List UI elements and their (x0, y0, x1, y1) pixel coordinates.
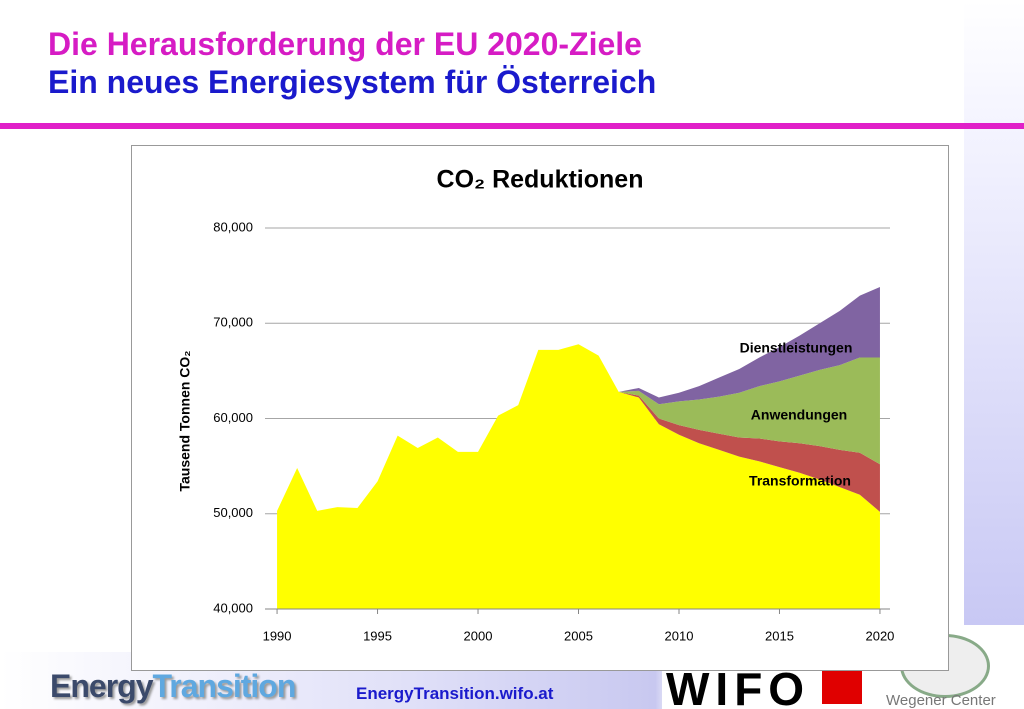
logo-text: Energy (50, 668, 153, 704)
series-label: Dienstleistungen (740, 340, 853, 356)
y-tick-label: 50,000 (213, 505, 253, 520)
x-tick-label: 2000 (464, 628, 493, 643)
x-tick-label: 1995 (363, 628, 392, 643)
area (618, 357, 880, 465)
logo-text: Wegener Center (886, 692, 996, 709)
y-tick-label: 40,000 (213, 600, 253, 615)
x-tick-label: 2020 (865, 628, 894, 643)
x-tick-label: 2015 (765, 628, 794, 643)
title-rule (0, 123, 1024, 129)
logo-square (822, 668, 862, 704)
x-tick-label: 2005 (564, 628, 593, 643)
x-tick-label: 1990 (263, 628, 292, 643)
logo-text: Transition (152, 668, 296, 704)
area (618, 287, 880, 405)
chart-title: CO₂ Reduktionen (437, 166, 644, 194)
y-axis-label: Tausend Tonnen CO₂ (177, 350, 193, 491)
side-strip (964, 0, 1024, 625)
series-label: Anwendungen (751, 407, 847, 423)
footer-url: EnergyTransition.wifo.at (356, 684, 554, 703)
slide-subtitle: Ein neues Energiesystem für Österreich (48, 64, 657, 100)
area (618, 391, 880, 512)
y-tick-label: 80,000 (213, 219, 253, 234)
slide-title: Die Herausforderung der EU 2020-Ziele (48, 26, 642, 62)
y-tick-label: 70,000 (213, 315, 253, 330)
series-label: Transformation (749, 473, 851, 489)
chart: CO₂ Reduktionen Tausend Tonnen CO₂ 40,00… (131, 145, 949, 671)
x-tick-label: 2010 (665, 628, 694, 643)
y-tick-label: 60,000 (213, 410, 253, 425)
area (277, 344, 880, 609)
energy-transition-logo: EnergyTransition (50, 668, 296, 705)
